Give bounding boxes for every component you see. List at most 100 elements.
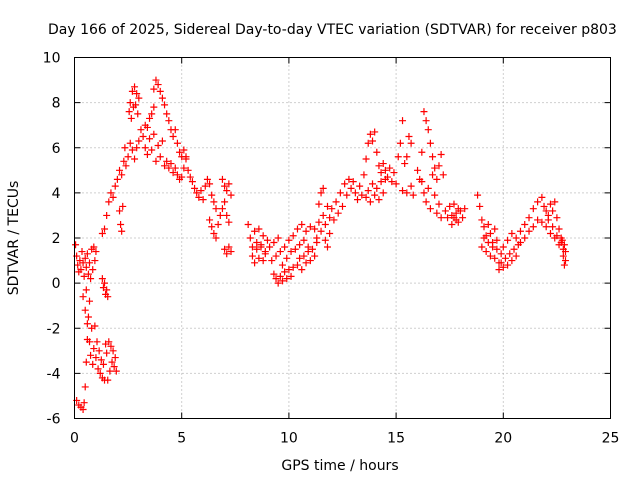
- data-point: [248, 243, 256, 251]
- data-point: [206, 180, 214, 188]
- data-point: [74, 261, 82, 269]
- data-point: [356, 182, 364, 190]
- data-point: [81, 383, 89, 391]
- data-point: [551, 198, 559, 206]
- data-point: [81, 254, 89, 262]
- data-point: [103, 349, 111, 357]
- data-point: [82, 263, 90, 271]
- data-point: [118, 227, 126, 235]
- data-point: [133, 144, 141, 152]
- data-point: [146, 135, 154, 143]
- data-point: [561, 248, 569, 256]
- data-point: [101, 225, 109, 233]
- data-point: [347, 184, 355, 192]
- data-point: [407, 182, 415, 190]
- x-tick-label: 20: [494, 431, 512, 447]
- data-point: [349, 178, 357, 186]
- data-point: [276, 272, 284, 280]
- data-point: [195, 193, 203, 201]
- data-point: [476, 202, 484, 210]
- data-point: [420, 108, 428, 116]
- data-point: [504, 261, 512, 269]
- data-point: [459, 214, 467, 222]
- data-point: [435, 162, 443, 170]
- data-point: [80, 399, 88, 407]
- data-point: [210, 198, 218, 206]
- data-point: [193, 189, 201, 197]
- data-point: [171, 126, 179, 134]
- data-point: [384, 173, 392, 181]
- data-point: [104, 293, 112, 301]
- data-point: [197, 187, 205, 195]
- y-tick-label: 6: [52, 141, 61, 157]
- data-point: [542, 207, 550, 215]
- data-point: [377, 178, 385, 186]
- data-point: [91, 322, 99, 330]
- data-point: [113, 175, 121, 183]
- data-point: [388, 178, 396, 186]
- data-point: [542, 223, 550, 231]
- data-point: [212, 234, 220, 242]
- data-point: [281, 243, 289, 251]
- data-point: [141, 144, 149, 152]
- data-point: [341, 180, 349, 188]
- data-point: [266, 243, 274, 251]
- data-point: [381, 166, 389, 174]
- data-point: [221, 198, 229, 206]
- data-point: [293, 225, 301, 233]
- data-point: [274, 234, 282, 242]
- data-point: [474, 191, 482, 199]
- data-point: [152, 157, 160, 165]
- data-point: [125, 108, 133, 116]
- data-point: [336, 189, 344, 197]
- data-point: [431, 191, 439, 199]
- data-point: [379, 189, 387, 197]
- data-point: [386, 164, 394, 172]
- data-point: [441, 207, 449, 215]
- data-point: [89, 266, 97, 274]
- data-point: [291, 245, 299, 253]
- data-point: [452, 209, 460, 217]
- data-point: [433, 209, 441, 217]
- data-point: [104, 376, 112, 384]
- data-point: [86, 297, 94, 305]
- data-point: [165, 117, 173, 125]
- data-point: [79, 405, 87, 413]
- data-point: [268, 257, 276, 265]
- data-point: [84, 270, 92, 278]
- data-point: [403, 189, 411, 197]
- data-point: [169, 132, 177, 140]
- data-point: [354, 196, 362, 204]
- data-point: [289, 232, 297, 240]
- data-point: [396, 139, 404, 147]
- data-point: [156, 87, 164, 95]
- data-point: [306, 223, 314, 231]
- data-point: [401, 160, 409, 168]
- data-point: [456, 207, 464, 215]
- data-point: [546, 229, 554, 237]
- data-point: [362, 193, 370, 201]
- data-point: [493, 245, 501, 253]
- y-tick-label: -6: [47, 412, 61, 428]
- data-point: [351, 189, 359, 197]
- data-point: [143, 123, 151, 131]
- data-point: [105, 338, 113, 346]
- data-point: [244, 220, 252, 228]
- data-point: [81, 306, 89, 314]
- data-point: [180, 164, 188, 172]
- data-point: [203, 175, 211, 183]
- data-point: [334, 209, 342, 217]
- data-point: [321, 236, 329, 244]
- data-point: [332, 198, 340, 206]
- data-point: [255, 254, 263, 262]
- data-point: [525, 227, 533, 235]
- data-point: [134, 110, 142, 118]
- data-point: [259, 232, 267, 240]
- data-point: [83, 320, 91, 328]
- data-point: [137, 126, 145, 134]
- data-point: [206, 216, 214, 224]
- data-point: [131, 155, 139, 163]
- data-point: [508, 257, 516, 265]
- y-axis-label: SDTVAR / TECUs: [6, 181, 22, 296]
- data-point: [90, 243, 98, 251]
